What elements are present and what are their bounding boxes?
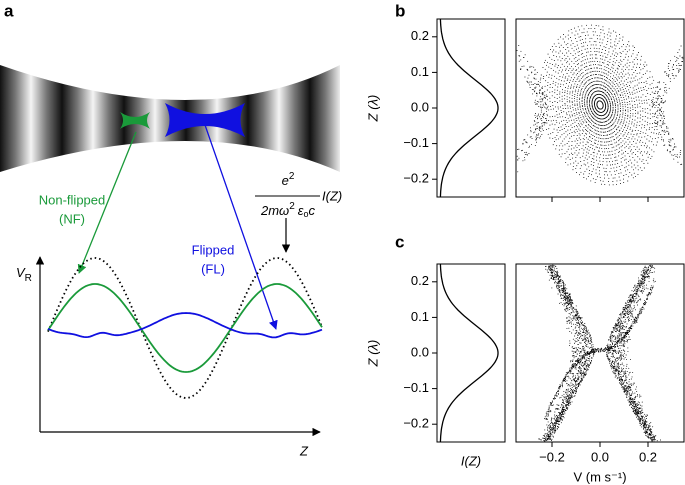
y-axis-label: Z (λ) (365, 95, 380, 123)
y-axis-sub: R (25, 273, 32, 284)
epsilon: ε (298, 203, 304, 218)
fl-curve (47, 312, 323, 339)
y-tick-label: −0.2 (403, 171, 429, 186)
x-tick-label: 0.0 (591, 449, 609, 464)
intensity-profile (439, 18, 499, 198)
fl-abbr: (FL) (201, 261, 225, 276)
y-tick-label: 0.2 (411, 273, 429, 288)
panel-label: c (395, 232, 404, 251)
y-tick-label: 0.2 (411, 28, 429, 43)
profile-frame (436, 18, 506, 198)
y-tick-label: 0.1 (411, 309, 429, 324)
y-tick-label: −0.1 (403, 135, 429, 150)
denominator-text: 2mω (260, 203, 289, 218)
formula: e2 2mω2 εoc I(Z) (255, 171, 342, 220)
speed: c (308, 203, 315, 218)
fl-particle (165, 103, 245, 137)
y-tick-label: 0.0 (411, 99, 429, 114)
denominator-power: 2 (289, 201, 295, 212)
numerator-text: e (282, 173, 289, 188)
nf-curve (47, 283, 323, 373)
x-tick-label: −0.2 (539, 449, 565, 464)
profile-label: I(Z) (461, 453, 481, 468)
nf-arrow (77, 131, 137, 274)
y-axis-label: VR (16, 265, 32, 283)
x-tick-label: 0.2 (639, 449, 657, 464)
nf-abbr: (NF) (59, 211, 85, 226)
numerator: e2 (282, 171, 295, 189)
nf-label: Non-flipped (39, 192, 106, 207)
numerator-power: 2 (289, 171, 295, 182)
panel-label: b (395, 1, 405, 20)
epsilon-sub: o (303, 209, 308, 219)
phase-trajectories (516, 24, 684, 186)
y-tick-label: 0.1 (411, 64, 429, 79)
profile-frame (436, 263, 506, 443)
intensity: I(Z) (322, 188, 342, 203)
x-axis-label: V (m s⁻¹) (573, 469, 626, 484)
y-axis-text: V (16, 265, 26, 280)
phase-frame (515, 263, 685, 443)
intensity-profile (439, 263, 499, 443)
y-tick-label: 0.0 (411, 344, 429, 359)
fl-label: Flipped (192, 242, 235, 257)
y-axis-label: Z (λ) (365, 340, 380, 368)
panel-label: a (4, 1, 14, 20)
potential-curve (47, 257, 323, 399)
y-tick-label: −0.2 (403, 416, 429, 431)
denominator: 2mω2 εoc (260, 201, 315, 220)
x-axis-label: Z (299, 443, 309, 458)
nf-particle (120, 112, 150, 129)
phase-trajectories (538, 264, 662, 442)
fl-arrow (204, 124, 278, 330)
y-tick-label: −0.1 (403, 380, 429, 395)
